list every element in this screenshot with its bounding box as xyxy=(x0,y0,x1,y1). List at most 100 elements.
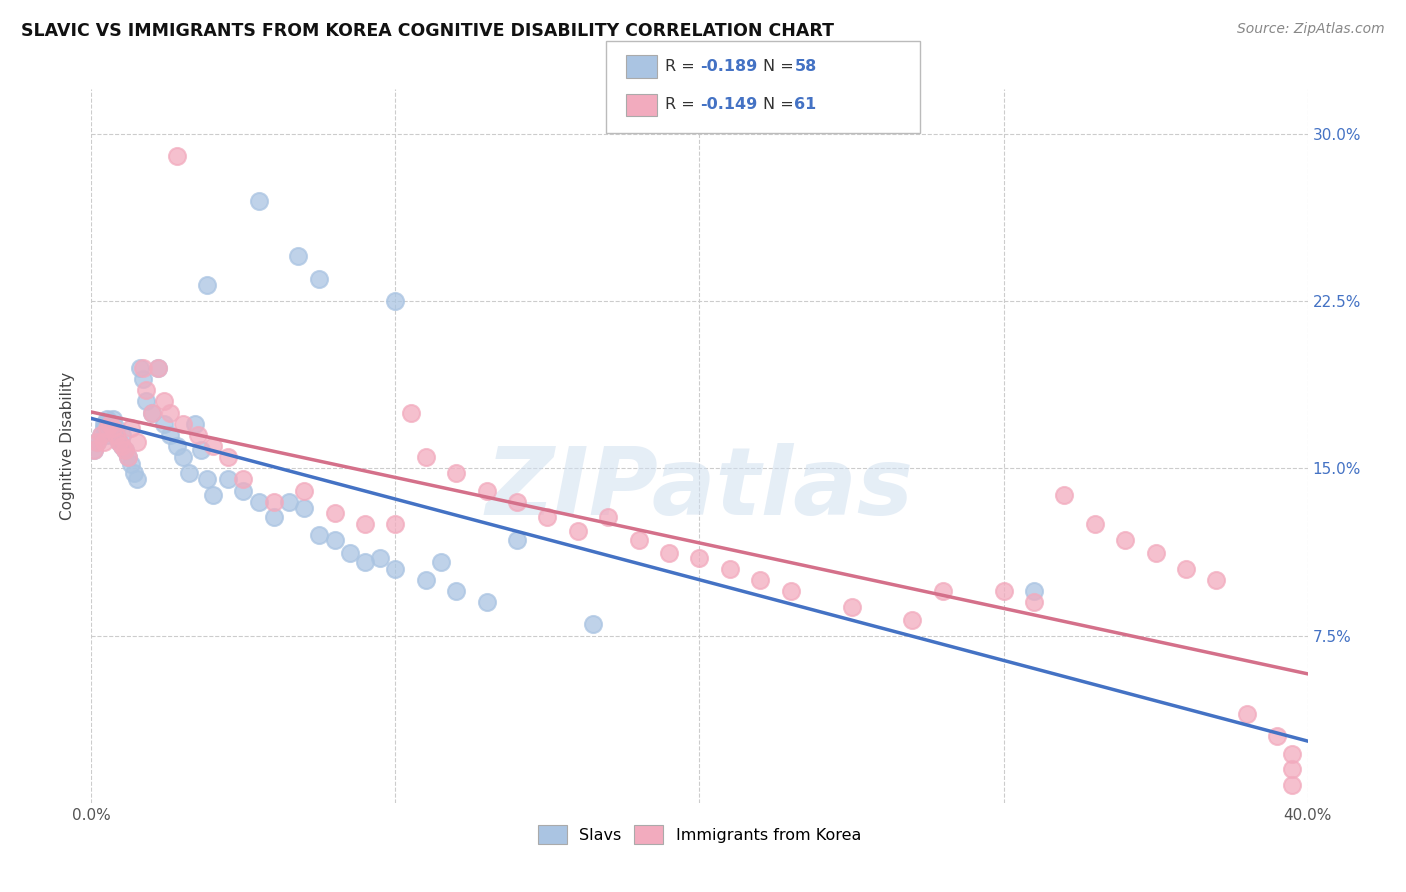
Point xyxy=(1174,562,1197,576)
Point xyxy=(384,516,406,531)
Point xyxy=(430,555,453,569)
Point xyxy=(96,421,118,435)
Point xyxy=(323,533,346,547)
Point xyxy=(125,434,148,449)
Point xyxy=(931,583,953,598)
Point xyxy=(415,573,437,587)
Point xyxy=(1114,533,1136,547)
Point xyxy=(159,405,181,419)
Text: 61: 61 xyxy=(794,97,817,112)
Point xyxy=(132,372,155,386)
Point xyxy=(111,439,134,453)
Point xyxy=(217,450,239,464)
Point xyxy=(135,394,157,409)
Point xyxy=(111,439,134,453)
Point xyxy=(93,434,115,449)
Point xyxy=(172,450,194,464)
Point xyxy=(190,443,212,458)
Point xyxy=(135,384,157,398)
Point xyxy=(96,427,118,442)
Point xyxy=(187,427,209,442)
Point xyxy=(627,533,650,547)
Point xyxy=(172,417,194,431)
Point xyxy=(202,439,225,453)
Point xyxy=(339,546,361,560)
Point xyxy=(86,434,108,449)
Point xyxy=(104,427,127,442)
Point xyxy=(101,421,124,435)
Point xyxy=(141,405,163,419)
Point xyxy=(98,417,121,431)
Point xyxy=(117,450,139,464)
Point xyxy=(536,510,558,524)
Point xyxy=(1281,747,1303,761)
Text: R =: R = xyxy=(665,59,700,73)
Point xyxy=(1236,706,1258,721)
Point xyxy=(184,417,207,431)
Point xyxy=(841,599,863,614)
Point xyxy=(132,360,155,375)
Point xyxy=(89,427,111,442)
Point xyxy=(166,149,188,163)
Point xyxy=(148,360,170,375)
Point xyxy=(96,412,118,426)
Point xyxy=(83,443,105,458)
Point xyxy=(993,583,1015,598)
Point xyxy=(354,555,377,569)
Point xyxy=(688,550,710,565)
Point xyxy=(114,443,136,458)
Point xyxy=(195,278,218,293)
Point xyxy=(125,473,148,487)
Point xyxy=(195,473,218,487)
Text: Source: ZipAtlas.com: Source: ZipAtlas.com xyxy=(1237,22,1385,37)
Point xyxy=(1144,546,1167,560)
Point xyxy=(129,360,152,375)
Point xyxy=(1205,573,1227,587)
Point xyxy=(93,421,115,435)
Point xyxy=(384,562,406,576)
Point xyxy=(247,494,270,508)
Text: N =: N = xyxy=(763,59,800,73)
Text: SLAVIC VS IMMIGRANTS FROM KOREA COGNITIVE DISABILITY CORRELATION CHART: SLAVIC VS IMMIGRANTS FROM KOREA COGNITIV… xyxy=(21,22,834,40)
Point xyxy=(506,533,529,547)
Point xyxy=(278,494,301,508)
Point xyxy=(567,524,589,538)
Point xyxy=(308,528,330,542)
Point xyxy=(114,443,136,458)
Point xyxy=(444,583,467,598)
Point xyxy=(98,417,121,431)
Point xyxy=(475,483,498,498)
Point xyxy=(1022,595,1045,609)
Point xyxy=(444,466,467,480)
Point xyxy=(117,450,139,464)
Point xyxy=(120,457,142,471)
Text: -0.149: -0.149 xyxy=(700,97,758,112)
Point xyxy=(384,293,406,308)
Point xyxy=(120,421,142,435)
Point xyxy=(202,488,225,502)
Point xyxy=(415,450,437,464)
Point xyxy=(598,510,620,524)
Point xyxy=(368,550,391,565)
Point xyxy=(232,473,254,487)
Point xyxy=(107,434,129,449)
Point xyxy=(1084,516,1107,531)
Point xyxy=(1265,729,1288,743)
Point xyxy=(101,421,124,435)
Point xyxy=(148,360,170,375)
Point xyxy=(506,494,529,508)
Point xyxy=(1022,583,1045,598)
Point xyxy=(718,562,741,576)
Point xyxy=(308,271,330,285)
Legend: Slavs, Immigrants from Korea: Slavs, Immigrants from Korea xyxy=(530,817,869,852)
Point xyxy=(104,427,127,442)
Point xyxy=(86,434,108,449)
Point xyxy=(159,427,181,442)
Point xyxy=(217,473,239,487)
Point xyxy=(177,466,200,480)
Point xyxy=(475,595,498,609)
Point xyxy=(354,516,377,531)
Point xyxy=(104,421,127,435)
Point xyxy=(323,506,346,520)
Point xyxy=(107,434,129,449)
